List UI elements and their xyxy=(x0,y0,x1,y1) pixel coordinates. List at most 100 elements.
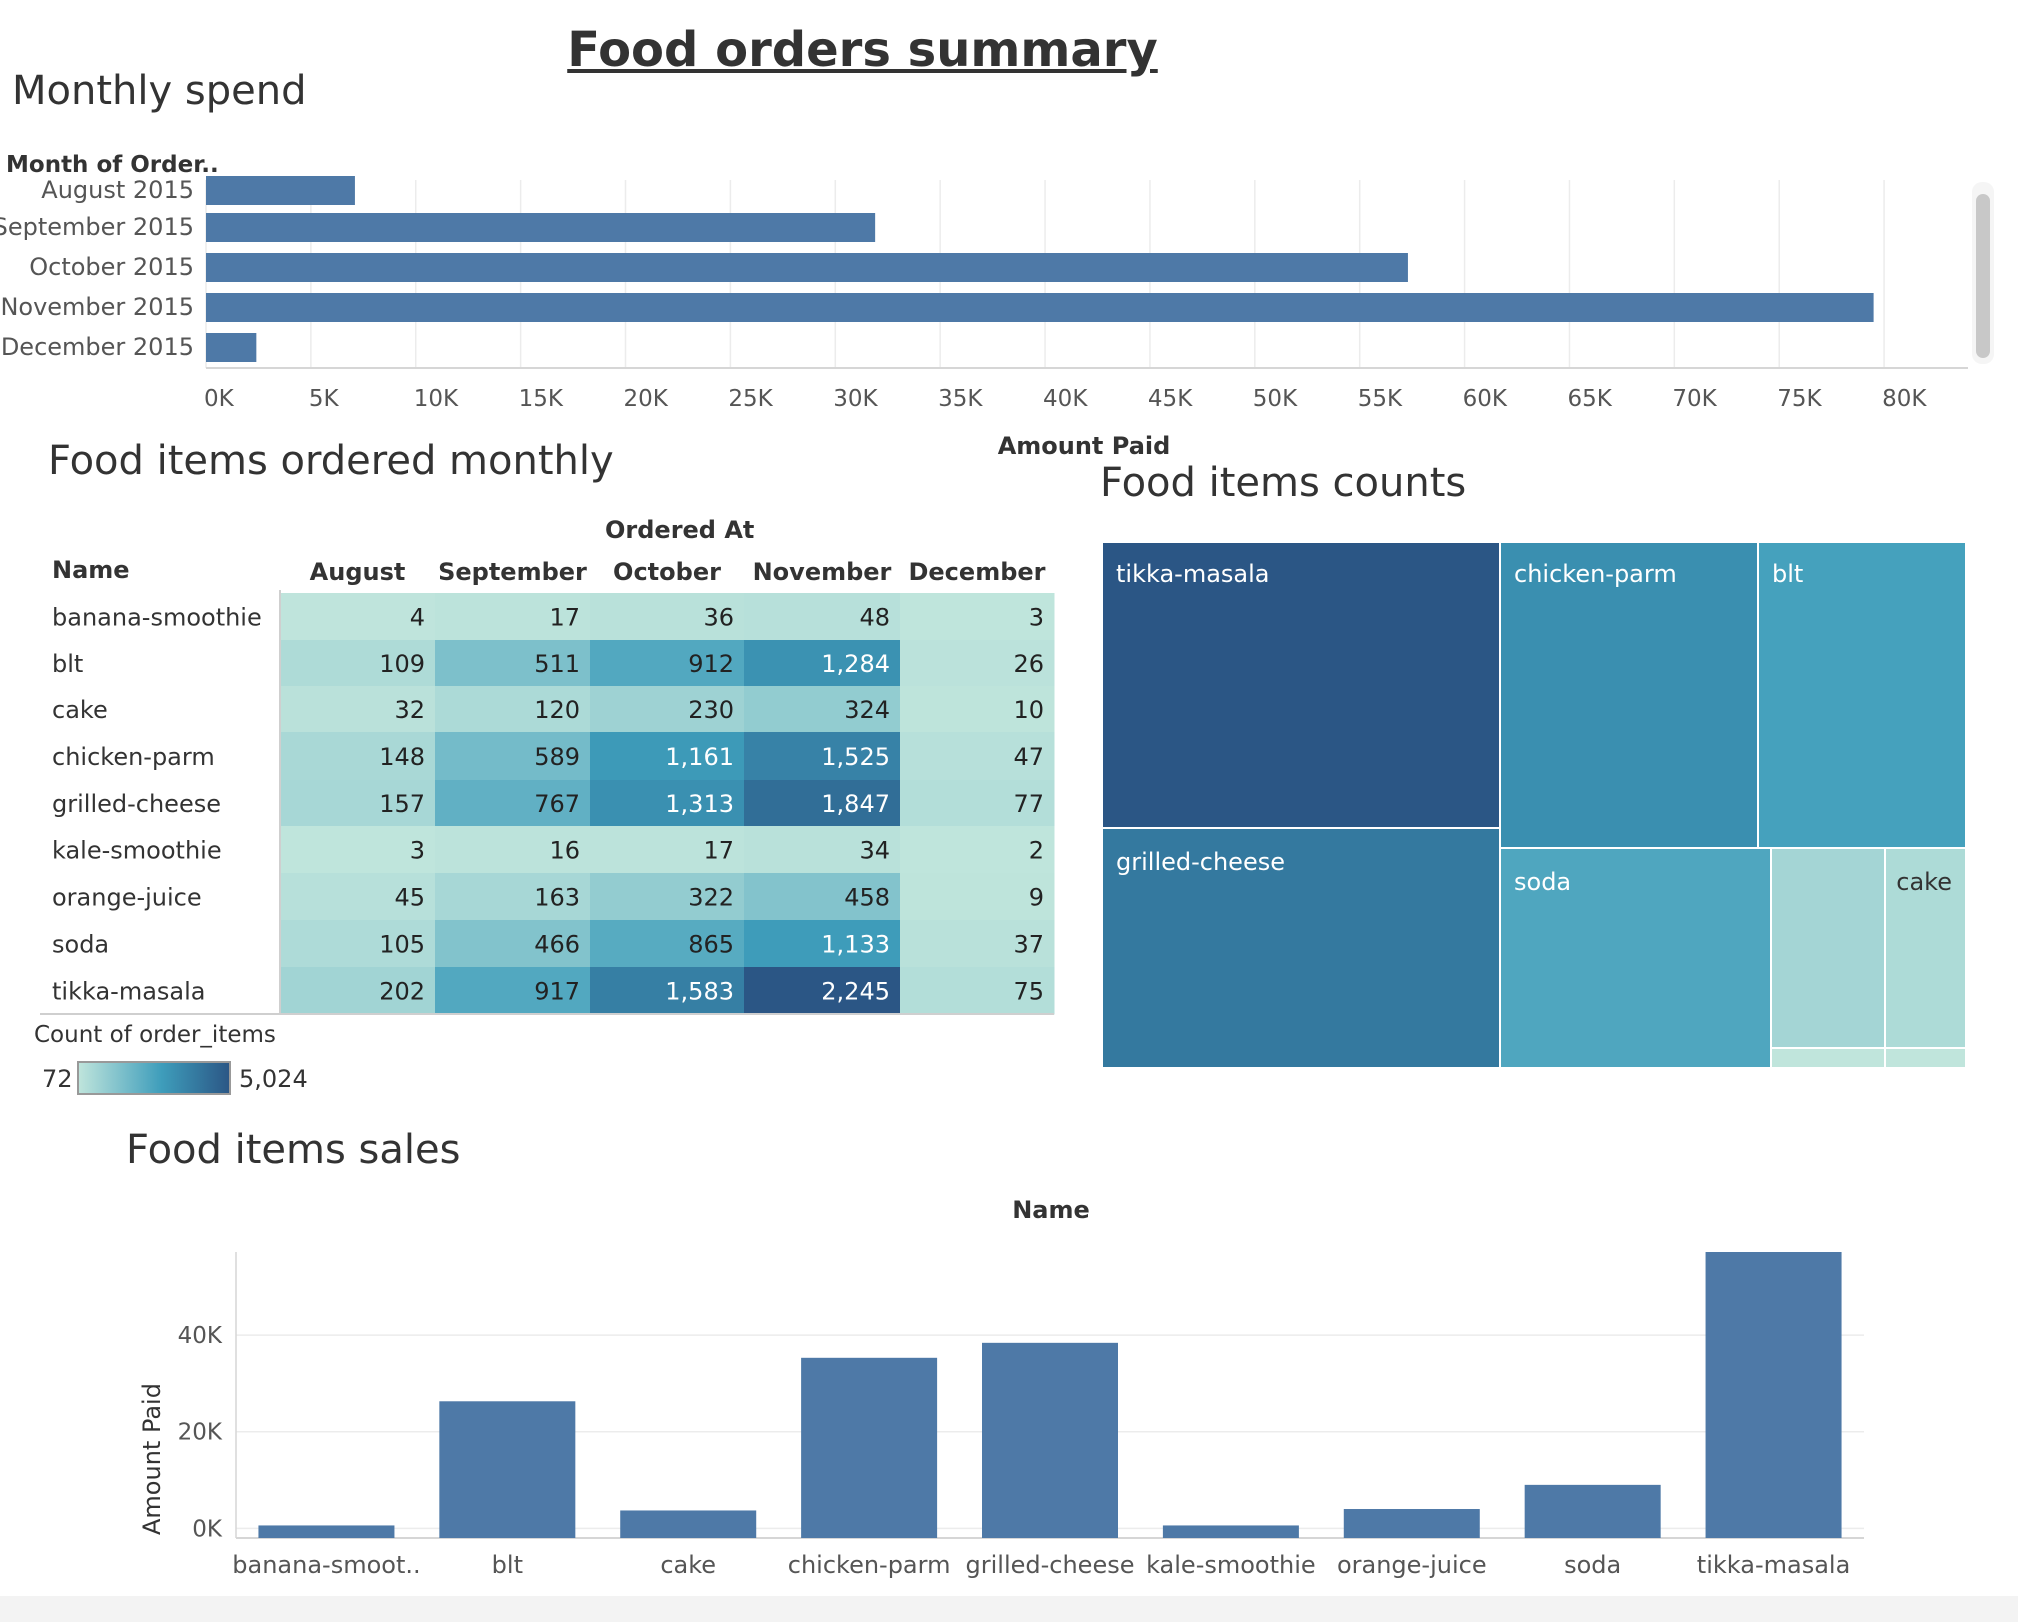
items-sales-y-tick: 20K xyxy=(178,1420,223,1446)
monthly-spend-x-tick: 40K xyxy=(1043,386,1088,412)
treemap-tile xyxy=(1884,847,1967,1049)
monthly-spend-chart: August 2015 September 2015 October 2015 Nov… xyxy=(0,152,1968,460)
monthly-spend-x-tick: 0K xyxy=(204,386,235,412)
heatmap-cell xyxy=(900,873,1055,921)
heatmap-cell xyxy=(435,826,591,874)
heatmap-column-header: October xyxy=(613,558,721,586)
heatmap-cell-label: 458 xyxy=(844,884,890,912)
treemap-tile xyxy=(1884,1047,1967,1069)
monthly-spend-x-tick: 60K xyxy=(1463,386,1508,412)
treemap-tile-label: soda xyxy=(1514,868,1571,896)
heatmap-cell xyxy=(280,732,436,781)
items-sales-category-label: cake xyxy=(660,1551,716,1579)
heatmap-cell-label: 1,161 xyxy=(665,743,734,771)
heatmap-cell-label: 1,284 xyxy=(821,650,890,678)
items-monthly-heatmap: August September October November December b… xyxy=(40,558,1055,1095)
heatmap-row-label: soda xyxy=(52,931,109,959)
heatmap-cell-label: 1,525 xyxy=(821,743,890,771)
heatmap-cell xyxy=(590,780,745,827)
monthly-spend-x-tick: 50K xyxy=(1253,386,1298,412)
items-sales-bar xyxy=(982,1342,1118,1538)
items-sales-category-label: orange-juice xyxy=(1337,1551,1487,1579)
heatmap-cell-label: 865 xyxy=(688,931,734,959)
heatmap-cell-label: 912 xyxy=(688,650,734,678)
monthly-spend-x-tick: 70K xyxy=(1672,386,1717,412)
heatmap-cell-label: 4 xyxy=(410,604,425,632)
monthly-spend-x-tick: 15K xyxy=(519,386,564,412)
heatmap-row-label: blt xyxy=(52,650,83,678)
heatmap-cell-label: 17 xyxy=(549,604,580,632)
heatmap-cell xyxy=(744,640,901,687)
monthly-spend-title: Monthly spend xyxy=(12,68,307,114)
heatmap-cell xyxy=(435,873,591,921)
heatmap-column-group: Ordered At xyxy=(605,516,755,544)
heatmap-cell xyxy=(900,593,1055,641)
monthly-spend-x-tick: 80K xyxy=(1882,386,1927,412)
heatmap-cell-label: 75 xyxy=(1013,978,1044,1006)
heatmap-cell xyxy=(744,920,901,968)
heatmap-cell xyxy=(900,640,1055,687)
color-legend-min: 72 xyxy=(42,1065,73,1093)
items-sales-category-label: blt xyxy=(492,1551,523,1579)
treemap-tile-label: tikka-masala xyxy=(1116,560,1270,588)
heatmap-cell-label: 230 xyxy=(688,696,734,724)
heatmap-cell xyxy=(900,967,1055,1015)
items-sales-y-tick: 0K xyxy=(192,1516,223,1542)
heatmap-cell-label: 3 xyxy=(410,837,425,865)
heatmap-row-label: banana-smoothie xyxy=(52,604,262,632)
heatmap-cell-label: 163 xyxy=(534,884,580,912)
items-sales-y-axis-label: Amount Paid xyxy=(138,1383,166,1535)
color-legend-gradient xyxy=(77,1061,231,1095)
monthly-spend-x-tick: 65K xyxy=(1567,386,1612,412)
monthly-spend-x-tick: 5K xyxy=(309,386,340,412)
monthly-spend-x-tick: 30K xyxy=(833,386,878,412)
items-sales-bar xyxy=(801,1357,938,1538)
monthly-spend-bar xyxy=(206,253,1408,282)
scrollbar-thumb[interactable] xyxy=(1976,194,1990,358)
monthly-spend-bar xyxy=(206,333,257,362)
heatmap-cell-label: 3 xyxy=(1029,604,1044,632)
heatmap-cell-label: 37 xyxy=(1013,931,1044,959)
heatmap-cell xyxy=(744,967,901,1015)
heatmap-cell-label: 1,133 xyxy=(821,931,890,959)
heatmap-cell-label: 1,583 xyxy=(665,978,734,1006)
heatmap-cell xyxy=(744,686,901,733)
heatmap-cell-label: 589 xyxy=(534,743,580,771)
treemap-tile xyxy=(1757,541,1967,849)
heatmap-cell-label: 324 xyxy=(844,696,890,724)
heatmap-cell xyxy=(280,640,436,687)
heatmap-cell-label: 109 xyxy=(379,650,425,678)
heatmap-column-header: August xyxy=(310,558,406,586)
treemap-tile-label: grilled-cheese xyxy=(1116,848,1285,876)
heatmap-row-label: grilled-cheese xyxy=(52,790,221,818)
heatmap-cell-label: 148 xyxy=(379,743,425,771)
monthly-spend-x-tick: 45K xyxy=(1148,386,1193,412)
heatmap-cell xyxy=(590,920,745,968)
heatmap-cell xyxy=(590,967,745,1015)
items-sales-y-tick: 40K xyxy=(178,1323,223,1349)
monthly-spend-x-axis-label: Amount Paid xyxy=(998,432,1171,460)
heatmap-row-header: Name xyxy=(52,556,130,584)
items-sales-bar xyxy=(1162,1525,1299,1538)
heatmap-cell-label: 34 xyxy=(859,837,890,865)
heatmap-row-label: chicken-parm xyxy=(52,743,215,771)
treemap-tile xyxy=(1499,541,1759,849)
heatmap-cell xyxy=(590,686,745,733)
items-sales-bar xyxy=(1705,1252,1842,1538)
monthly-spend-category-label: October 2015 xyxy=(29,253,194,281)
heatmap-cell-label: 466 xyxy=(534,931,580,959)
heatmap-cell xyxy=(744,873,901,921)
heatmap-cell-label: 120 xyxy=(534,696,580,724)
items-sales-category-label: tikka-masala xyxy=(1697,1551,1851,1579)
heatmap-cell-label: 48 xyxy=(859,604,890,632)
monthly-spend-category-label: September 2015 xyxy=(0,213,194,241)
monthly-spend-bar xyxy=(206,176,355,205)
heatmap-cell-label: 2,245 xyxy=(821,978,890,1006)
monthly-spend-x-tick: 75K xyxy=(1777,386,1822,412)
treemap-tile xyxy=(1101,827,1501,1069)
items-sales-bar xyxy=(1524,1484,1661,1538)
heatmap-cell-label: 47 xyxy=(1013,743,1044,771)
heatmap-cell xyxy=(744,732,901,781)
treemap-tile-label: blt xyxy=(1772,560,1803,588)
heatmap-cell xyxy=(280,920,436,968)
